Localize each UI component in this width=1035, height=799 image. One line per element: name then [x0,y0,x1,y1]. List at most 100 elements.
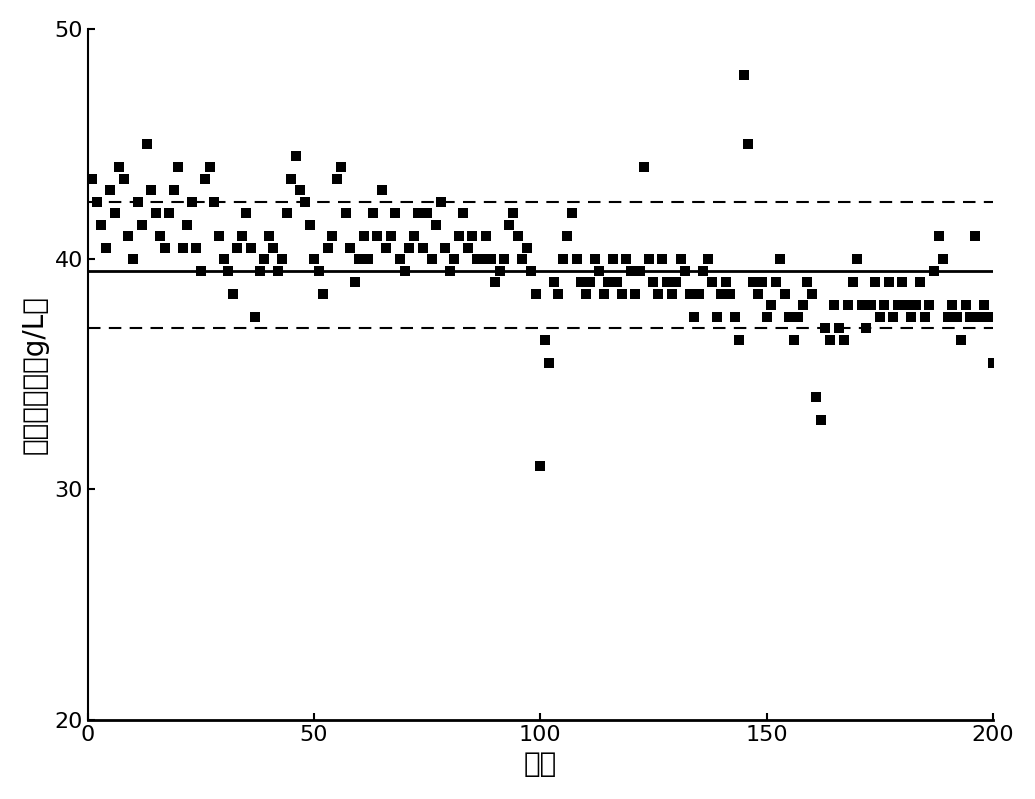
Point [496,252,512,265]
Point [351,252,367,265]
Point [369,230,386,243]
Point [889,299,906,312]
Point [673,252,689,265]
Point [500,218,516,231]
Point [482,252,499,265]
Point [541,356,558,369]
Point [925,264,942,277]
Point [305,252,322,265]
Point [170,161,186,173]
Point [505,207,522,220]
Point [871,310,888,323]
Point [197,172,213,185]
Point [731,333,747,346]
Point [202,161,218,173]
Point [582,276,598,288]
Point [849,252,865,265]
Point [147,207,164,220]
Point [984,356,1001,369]
Point [333,161,350,173]
Point [225,288,241,300]
Point [342,241,358,254]
Point [284,172,300,185]
Point [356,230,373,243]
Point [337,207,354,220]
Point [700,252,716,265]
Point [935,252,951,265]
Point [383,230,400,243]
Point [858,322,875,335]
Point [940,310,956,323]
Point [595,288,612,300]
Point [709,310,726,323]
Point [967,230,983,243]
Point [641,252,657,265]
Point [464,230,480,243]
Point [727,310,743,323]
Point [812,414,829,427]
Point [753,276,770,288]
Point [514,252,531,265]
Point [637,161,653,173]
Point [469,252,485,265]
Point [460,241,476,254]
Point [578,288,594,300]
Point [622,264,639,277]
Point [555,252,571,265]
Point [948,310,965,323]
Point [478,230,495,243]
Point [89,195,106,208]
Point [278,207,295,220]
Point [817,322,833,335]
Point [211,230,228,243]
Point [904,310,920,323]
Point [328,172,345,185]
Point [84,172,100,185]
Point [962,310,978,323]
Point [795,299,811,312]
Point [767,276,783,288]
Point [944,299,960,312]
Point [324,230,341,243]
Point [921,299,938,312]
Point [908,299,924,312]
Point [116,172,132,185]
Point [446,252,463,265]
Point [179,218,196,231]
Point [364,207,381,220]
Point [206,195,223,208]
Point [437,241,453,254]
Point [378,241,394,254]
Point [450,230,467,243]
Point [183,195,200,208]
Point [433,195,449,208]
Point [894,276,911,288]
Point [419,207,436,220]
Point [591,264,608,277]
Point [953,333,970,346]
Point [486,276,503,288]
Point [401,241,417,254]
Point [572,276,589,288]
Point [320,241,336,254]
Point [663,288,680,300]
Point [160,207,177,220]
Point [107,207,123,220]
Point [781,310,798,323]
Point [772,252,789,265]
Point [677,264,693,277]
Point [759,310,775,323]
Point [776,288,793,300]
Point [980,310,997,323]
Point [233,230,249,243]
Point [252,264,268,277]
Point [269,264,286,277]
Point [247,310,264,323]
Point [645,276,661,288]
Point [387,207,404,220]
Point [423,252,440,265]
Point [391,252,408,265]
Point [455,207,472,220]
Point [881,276,897,288]
Point [587,252,603,265]
